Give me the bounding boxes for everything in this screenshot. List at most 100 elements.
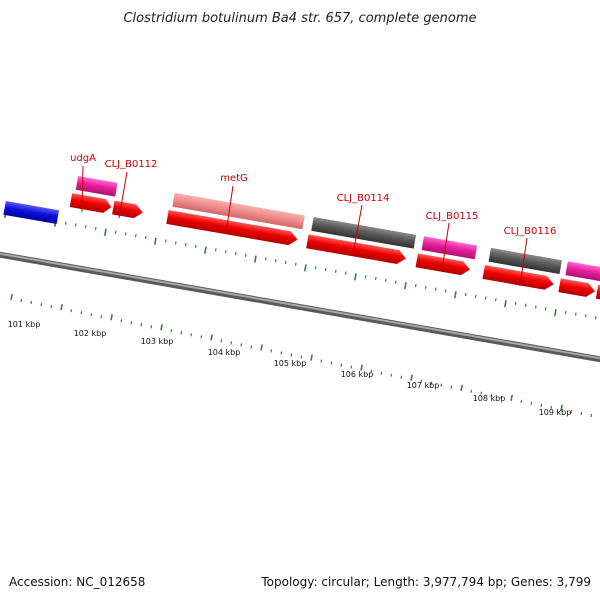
minor-tick [130, 321, 133, 325]
minor-tick [264, 257, 267, 261]
minor-tick [84, 225, 87, 229]
minor-tick [530, 401, 533, 406]
minor-tick [134, 234, 137, 238]
minor-tick [474, 294, 477, 298]
major-tick [10, 293, 13, 301]
minor-tick [30, 300, 33, 305]
topology-summary: Topology: circular; Length: 3,977,794 bp… [260, 575, 591, 589]
minor-tick [564, 310, 567, 314]
minor-tick [574, 312, 577, 316]
minor-tick [414, 284, 417, 288]
minor-tick [290, 353, 293, 357]
minor-tick [114, 230, 117, 234]
minor-tick [470, 389, 473, 393]
minor-tick [40, 302, 43, 307]
minor-tick [314, 266, 317, 270]
kbp-label-104: 104 kbp [208, 348, 241, 357]
major-tick [160, 324, 163, 331]
minor-tick [80, 311, 83, 315]
minor-tick [430, 381, 433, 385]
minor-tick [350, 365, 353, 369]
minor-tick [124, 232, 127, 236]
inner-tick-ring [10, 293, 593, 418]
minor-tick [550, 405, 553, 410]
gene-label-clj-b0112[interactable]: CLJ_B0112 [105, 159, 158, 170]
minor-tick [384, 278, 387, 282]
minor-tick [434, 287, 437, 291]
feature-clj-b0112[interactable] [112, 200, 144, 220]
minor-tick [324, 267, 327, 272]
minor-tick [584, 314, 587, 318]
major-tick [254, 255, 257, 263]
feature-udga[interactable] [75, 175, 118, 197]
minor-tick [100, 315, 103, 319]
minor-tick [364, 275, 367, 279]
minor-tick [340, 363, 343, 367]
minor-tick [594, 316, 597, 320]
minor-tick [180, 331, 183, 335]
minor-tick [50, 304, 53, 309]
feature-right-magenta[interactable] [565, 261, 600, 282]
feature-clj-b0115-gene[interactable] [421, 236, 478, 260]
major-tick [510, 394, 513, 401]
minor-tick [170, 329, 173, 333]
minor-tick [234, 251, 237, 256]
major-tick [60, 304, 63, 311]
accession-text: Accession: NC_012658 [9, 575, 145, 589]
minor-tick [444, 289, 447, 293]
feature-right-cds-1[interactable] [558, 278, 596, 298]
major-tick [204, 246, 207, 254]
minor-tick [240, 343, 243, 347]
minor-tick [244, 253, 247, 257]
feature-metg-gene[interactable] [172, 192, 305, 230]
minor-tick [484, 296, 487, 300]
minor-tick [390, 373, 393, 377]
map-title: Clostridium botulinum Ba4 str. 657, comp… [123, 11, 476, 26]
minor-tick [580, 411, 583, 416]
major-tick [454, 291, 457, 299]
minor-tick [394, 280, 397, 284]
feature-clj-b0114-cds[interactable] [306, 234, 407, 265]
feature-cds-1[interactable] [69, 193, 113, 214]
feature-clj-b0116-gene[interactable] [488, 247, 562, 275]
feature-metg-cds[interactable] [166, 210, 298, 246]
feature-blue[interactable] [3, 200, 60, 225]
minor-tick [64, 221, 67, 225]
major-tick [560, 404, 563, 412]
major-tick [404, 282, 407, 290]
gene-label-clj-b0114[interactable]: CLJ_B0114 [337, 193, 390, 204]
minor-tick [344, 271, 347, 275]
minor-tick [270, 349, 273, 353]
feature-clj-b0116-cds[interactable] [482, 265, 555, 291]
minor-tick [194, 244, 197, 248]
gene-label-metg[interactable]: metG [220, 173, 248, 184]
minor-tick [220, 339, 223, 343]
major-tick [154, 237, 157, 245]
kbp-label-103: 103 kbp [141, 337, 174, 346]
minor-tick [540, 403, 543, 408]
kbp-label-109: 109 kbp [539, 408, 572, 417]
minor-tick [400, 375, 403, 379]
minor-tick [174, 241, 177, 245]
feature-right-cds-2[interactable] [595, 284, 600, 303]
major-tick [460, 384, 463, 391]
major-tick [304, 264, 307, 272]
feature-clj-b0114-gene[interactable] [311, 217, 417, 249]
minor-tick [274, 259, 277, 263]
gene-label-lines [81, 165, 528, 287]
minor-tick [544, 307, 547, 311]
minor-tick [294, 262, 297, 266]
gene-label-clj-b0115[interactable]: CLJ_B0115 [426, 211, 479, 222]
minor-tick [520, 399, 523, 404]
minor-tick [570, 409, 573, 414]
minor-tick [90, 313, 93, 317]
minor-tick [144, 235, 147, 240]
major-tick [260, 344, 263, 351]
minor-tick [190, 333, 193, 337]
minor-tick [70, 309, 73, 313]
gene-label-udga[interactable]: udgA [70, 153, 96, 164]
minor-tick [514, 301, 517, 305]
kbp-labels: 101 kbp 102 kbp 103 kbp 104 kbp 105 kbp … [8, 320, 572, 417]
minor-tick [524, 303, 527, 307]
gene-label-clj-b0116[interactable]: CLJ_B0116 [504, 226, 557, 237]
